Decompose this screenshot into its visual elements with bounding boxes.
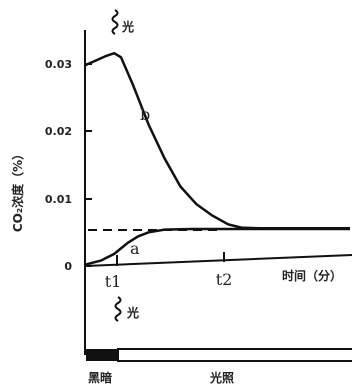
x-axis <box>84 254 352 267</box>
light-period-label: 光照 <box>209 370 234 385</box>
x-tick-label-t2: t2 <box>216 270 233 289</box>
light-on-marker-bottom: 光 <box>114 296 139 322</box>
y-tick-label-002: 0.02 <box>45 125 72 138</box>
series-a-label: a <box>130 239 140 258</box>
y-tick-label-0: 0 <box>64 260 72 273</box>
light-on-marker-top: 光 <box>111 9 134 35</box>
x-tick-label-t1: t1 <box>105 272 122 291</box>
y-tick-label-001: 0.01 <box>45 193 72 206</box>
y-tick-label-003: 0.03 <box>45 58 72 71</box>
light-period-bar <box>117 348 352 362</box>
x-axis-label: 时间（分） <box>282 268 342 283</box>
dark-period-bar <box>86 349 118 361</box>
light-label-bottom: 光 <box>126 305 139 320</box>
squiggle-icon <box>111 9 119 35</box>
series-b-line <box>84 51 350 230</box>
series-b-label: b <box>140 105 150 124</box>
light-label-top: 光 <box>121 19 134 34</box>
dark-period-label: 黑暗 <box>88 370 112 385</box>
y-ticks <box>85 63 92 267</box>
series-a-line <box>84 227 350 266</box>
squiggle-icon <box>114 296 122 322</box>
y-axis-label: CO₂浓度（%） <box>10 148 25 232</box>
